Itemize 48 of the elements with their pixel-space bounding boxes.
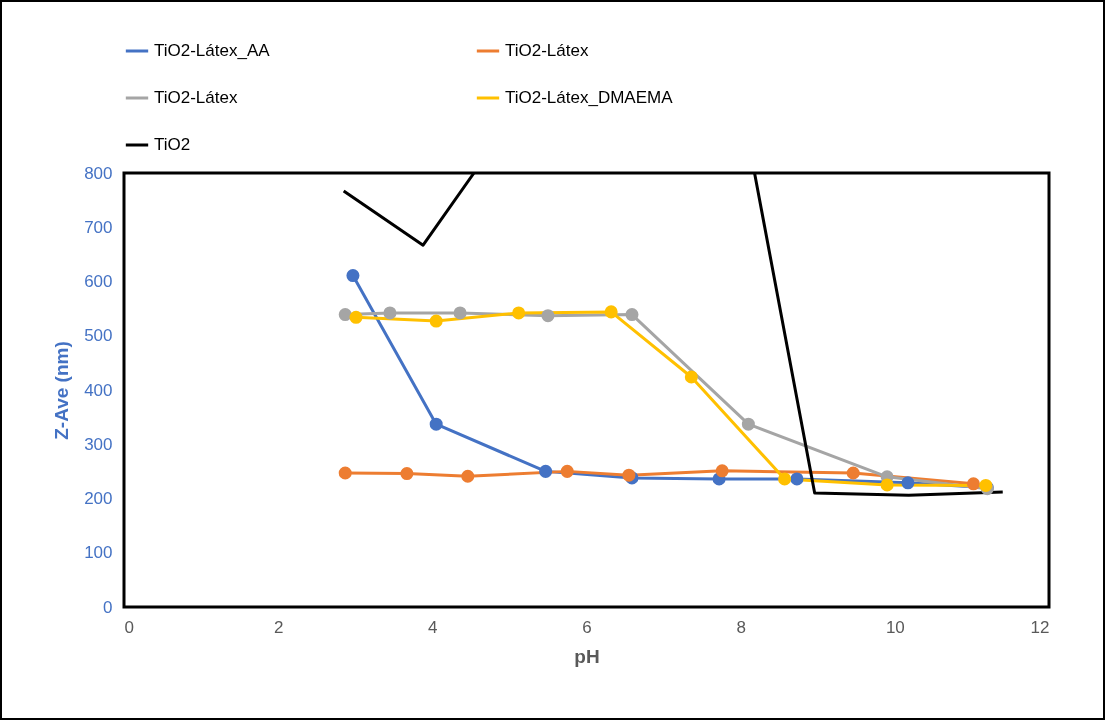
point bbox=[429, 314, 443, 328]
point bbox=[512, 306, 526, 320]
point bbox=[846, 466, 860, 480]
y-tick-label: 800 bbox=[84, 163, 113, 183]
point bbox=[383, 306, 397, 320]
y-tick-label: 300 bbox=[84, 434, 113, 454]
point bbox=[790, 472, 804, 486]
legend-label: TiO2-Látex bbox=[505, 41, 589, 60]
legend-label: TiO2 bbox=[154, 135, 191, 154]
point bbox=[966, 477, 980, 491]
point bbox=[715, 464, 729, 478]
point bbox=[901, 476, 915, 490]
point bbox=[461, 469, 475, 483]
y-tick-label: 700 bbox=[84, 217, 113, 237]
point bbox=[400, 467, 414, 481]
legend-label: TiO2-Látex bbox=[154, 88, 238, 107]
point bbox=[349, 310, 363, 324]
point bbox=[338, 308, 352, 322]
x-tick-label: 0 bbox=[124, 617, 134, 637]
legend-label: TiO2-Látex_DMAEMA bbox=[505, 88, 674, 107]
x-tick-label: 2 bbox=[273, 617, 284, 637]
x-tick-label: 12 bbox=[1030, 617, 1050, 637]
x-tick-label: 4 bbox=[428, 617, 438, 637]
y-tick-label: 400 bbox=[84, 380, 113, 400]
point bbox=[560, 464, 574, 478]
x-tick-label: 6 bbox=[582, 617, 592, 637]
point bbox=[778, 472, 792, 486]
point bbox=[539, 464, 553, 478]
point bbox=[338, 466, 352, 480]
point bbox=[684, 370, 698, 384]
y-tick-label: 100 bbox=[84, 543, 113, 563]
y-axis-title: Z-Ave (nm) bbox=[51, 341, 73, 440]
point bbox=[604, 305, 618, 319]
point bbox=[453, 306, 467, 320]
y-tick-label: 200 bbox=[84, 489, 113, 508]
point bbox=[541, 309, 555, 323]
x-axis-title: pH bbox=[574, 645, 600, 667]
point bbox=[346, 269, 360, 283]
point bbox=[625, 308, 639, 322]
point bbox=[880, 478, 894, 492]
point bbox=[429, 417, 443, 431]
x-tick-label: 10 bbox=[885, 617, 905, 637]
y-tick-label: 0 bbox=[103, 597, 113, 617]
x-tick-label: 8 bbox=[736, 617, 746, 637]
y-tick-label: 500 bbox=[84, 326, 113, 346]
point bbox=[741, 417, 755, 431]
legend-label: TiO2-Látex_AA bbox=[154, 41, 271, 60]
y-tick-label: 600 bbox=[84, 272, 113, 291]
